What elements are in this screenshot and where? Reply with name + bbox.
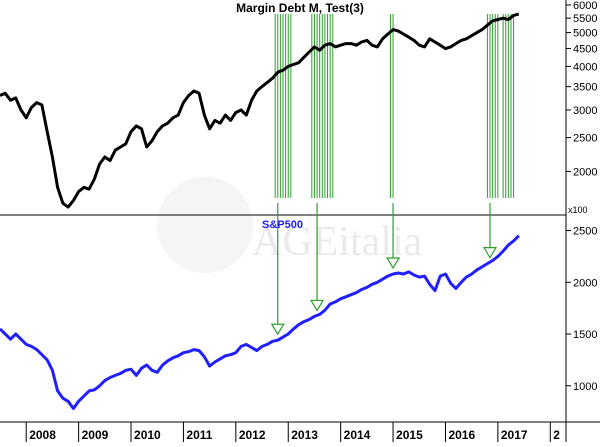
signal-arrow-head: [385, 257, 401, 270]
watermark-logo: AGEitalia: [157, 177, 423, 273]
signal-arrow-head: [482, 247, 498, 259]
x-year-label: 2017: [501, 428, 528, 442]
x-year-label: 2015: [396, 428, 423, 442]
watermark-circle: [157, 177, 253, 273]
signal-arrow-head: [310, 299, 325, 312]
top-chart-title: Margin Debt M, Test(3): [236, 1, 364, 15]
top-y-tick-label: 3000: [573, 105, 597, 117]
x-year-label: 2009: [82, 428, 109, 442]
top-y-tick-label: 6000: [573, 0, 597, 12]
x-year-label: 2014: [344, 428, 371, 442]
bottom-y-tick-label: 2500: [573, 226, 597, 238]
x-year-label: 2016: [448, 428, 475, 442]
top-y-tick-label: 4000: [573, 61, 597, 73]
bottom-y-tick-label: 2000: [573, 277, 597, 289]
scale-factor-label: x100: [568, 205, 588, 215]
top-y-tick-label: 2000: [573, 166, 597, 178]
signal-layer: [274, 14, 515, 198]
top-y-tick-label: 4500: [573, 44, 597, 56]
x-year-label: 2013: [291, 428, 318, 442]
signal-arrows: [270, 203, 498, 336]
top-y-tick-label: 5500: [573, 13, 597, 25]
x-year-label: 2: [553, 428, 560, 442]
x-year-label: 2008: [29, 428, 56, 442]
margin-debt-panel: [0, 12, 520, 209]
top-y-tick-label: 2500: [573, 133, 597, 145]
top-y-tick-label: 5000: [573, 28, 597, 40]
sp500-panel: [0, 234, 520, 410]
signal-arrow-head: [270, 323, 285, 336]
x-year-label: 2011: [186, 428, 212, 442]
top-y-tick-label: 3500: [573, 82, 597, 94]
watermark-text: AGEitalia: [252, 219, 423, 265]
x-year-label: 2010: [134, 428, 161, 442]
x-year-label: 2012: [239, 428, 266, 442]
sp500-line: [0, 234, 520, 410]
bottom-y-tick-label: 1500: [573, 329, 597, 341]
bottom-chart-title: S&P500: [262, 219, 303, 231]
margin-debt-line: [0, 12, 520, 209]
bottom-y-tick-label: 1000: [573, 381, 597, 393]
